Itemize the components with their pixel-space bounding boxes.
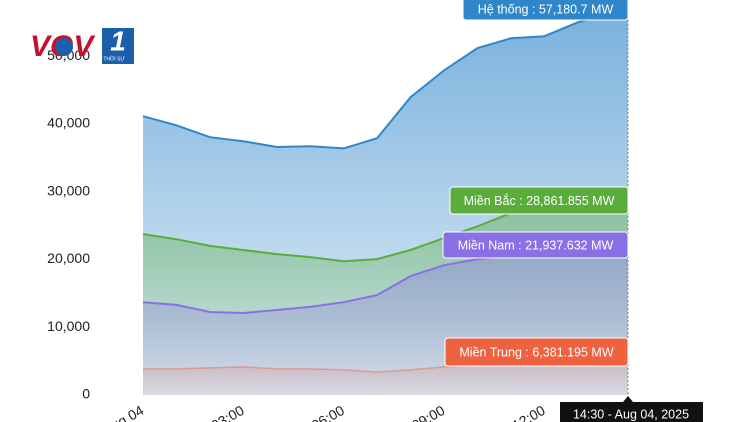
tooltip-text: Miền Nam : 21,937.632 MW [458, 238, 614, 252]
tooltip-pointer [623, 396, 633, 402]
tooltip-text: Hệ thống : 57,180.7 MW [478, 2, 614, 16]
logo-caption: THỜI SỰ [103, 55, 125, 62]
y-tick-label: 30,000 [47, 182, 90, 198]
y-tick-label: 10,000 [47, 318, 90, 334]
y-tick-label: 20,000 [47, 250, 90, 266]
x-tick-label: Aug 04 [100, 402, 147, 422]
x-tick-label: 09:00 [409, 402, 448, 422]
logo: VOV 1 THỜI SỰ [30, 25, 134, 64]
tooltip-text: Miền Bắc : 28,861.855 MW [464, 193, 615, 208]
x-tick-label: 06:00 [309, 402, 348, 422]
tooltip-title-box [560, 402, 703, 422]
logo-icon [55, 38, 73, 56]
tooltip-box [449, 186, 629, 215]
line [142, 6, 629, 150]
tooltip-box [444, 337, 629, 367]
area [143, 351, 628, 395]
y-tick-label: 0 [82, 386, 90, 402]
logo-channel: 1 [110, 25, 126, 56]
logo-badge [102, 28, 134, 64]
tooltip-box [442, 231, 629, 259]
x-tick-label: 12:00 [509, 402, 548, 422]
x-tick-label: 03:00 [208, 402, 247, 422]
tooltip-title: 14:30 - Aug 04, 2025 [573, 407, 689, 421]
tooltip-box [462, 0, 629, 21]
y-tick-label: 40,000 [47, 115, 90, 131]
tooltip-text: Miền Trung : 6,381.195 MW [459, 345, 613, 359]
